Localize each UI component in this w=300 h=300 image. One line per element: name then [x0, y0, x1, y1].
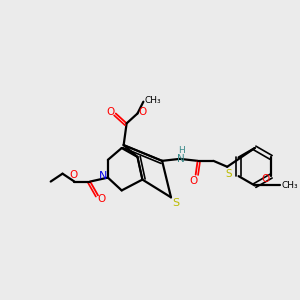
Text: O: O	[69, 170, 77, 180]
Text: O: O	[98, 194, 106, 204]
Text: S: S	[226, 169, 232, 179]
Text: N: N	[177, 154, 185, 164]
Text: O: O	[107, 106, 115, 116]
Text: CH₃: CH₃	[145, 96, 162, 105]
Text: S: S	[172, 198, 179, 208]
Text: H: H	[178, 146, 185, 155]
Text: O: O	[190, 176, 198, 186]
Text: O: O	[138, 106, 146, 116]
Text: N: N	[99, 171, 107, 181]
Text: O: O	[262, 174, 270, 184]
Text: CH₃: CH₃	[281, 181, 298, 190]
